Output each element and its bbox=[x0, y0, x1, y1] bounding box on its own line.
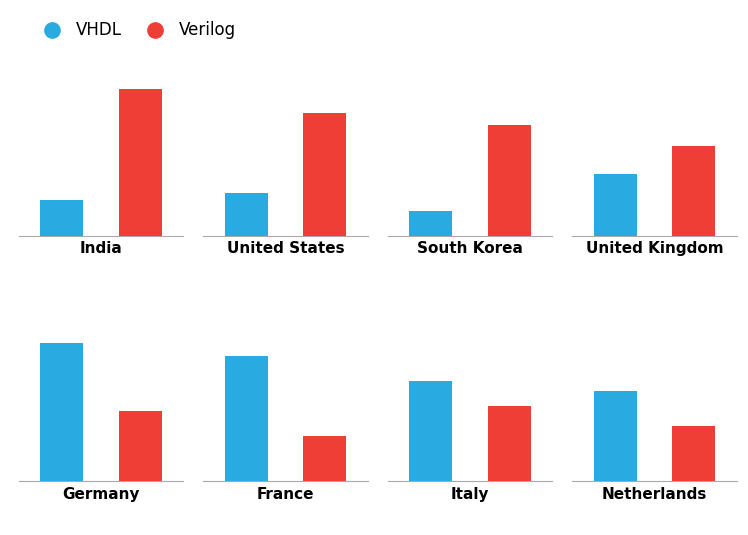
Bar bbox=[594, 391, 637, 482]
X-axis label: France: France bbox=[257, 487, 314, 502]
X-axis label: India: India bbox=[80, 241, 123, 256]
Bar bbox=[409, 381, 453, 482]
Bar bbox=[672, 426, 715, 482]
Legend: VHDL, Verilog: VHDL, Verilog bbox=[31, 17, 241, 44]
Bar bbox=[303, 113, 346, 236]
Bar bbox=[119, 89, 162, 236]
X-axis label: United States: United States bbox=[227, 241, 344, 256]
Bar bbox=[224, 193, 268, 236]
Bar bbox=[224, 356, 268, 482]
Bar bbox=[488, 125, 531, 236]
X-axis label: United Kingdom: United Kingdom bbox=[586, 241, 723, 256]
X-axis label: Italy: Italy bbox=[451, 487, 489, 502]
Bar bbox=[40, 343, 84, 482]
Bar bbox=[594, 174, 637, 236]
Bar bbox=[672, 146, 715, 236]
Bar bbox=[303, 436, 346, 482]
X-axis label: Germany: Germany bbox=[62, 487, 140, 502]
X-axis label: South Korea: South Korea bbox=[417, 241, 523, 256]
Bar bbox=[409, 211, 453, 236]
Bar bbox=[40, 200, 84, 236]
X-axis label: Netherlands: Netherlands bbox=[601, 487, 707, 502]
Bar bbox=[488, 406, 531, 482]
Bar bbox=[119, 411, 162, 482]
